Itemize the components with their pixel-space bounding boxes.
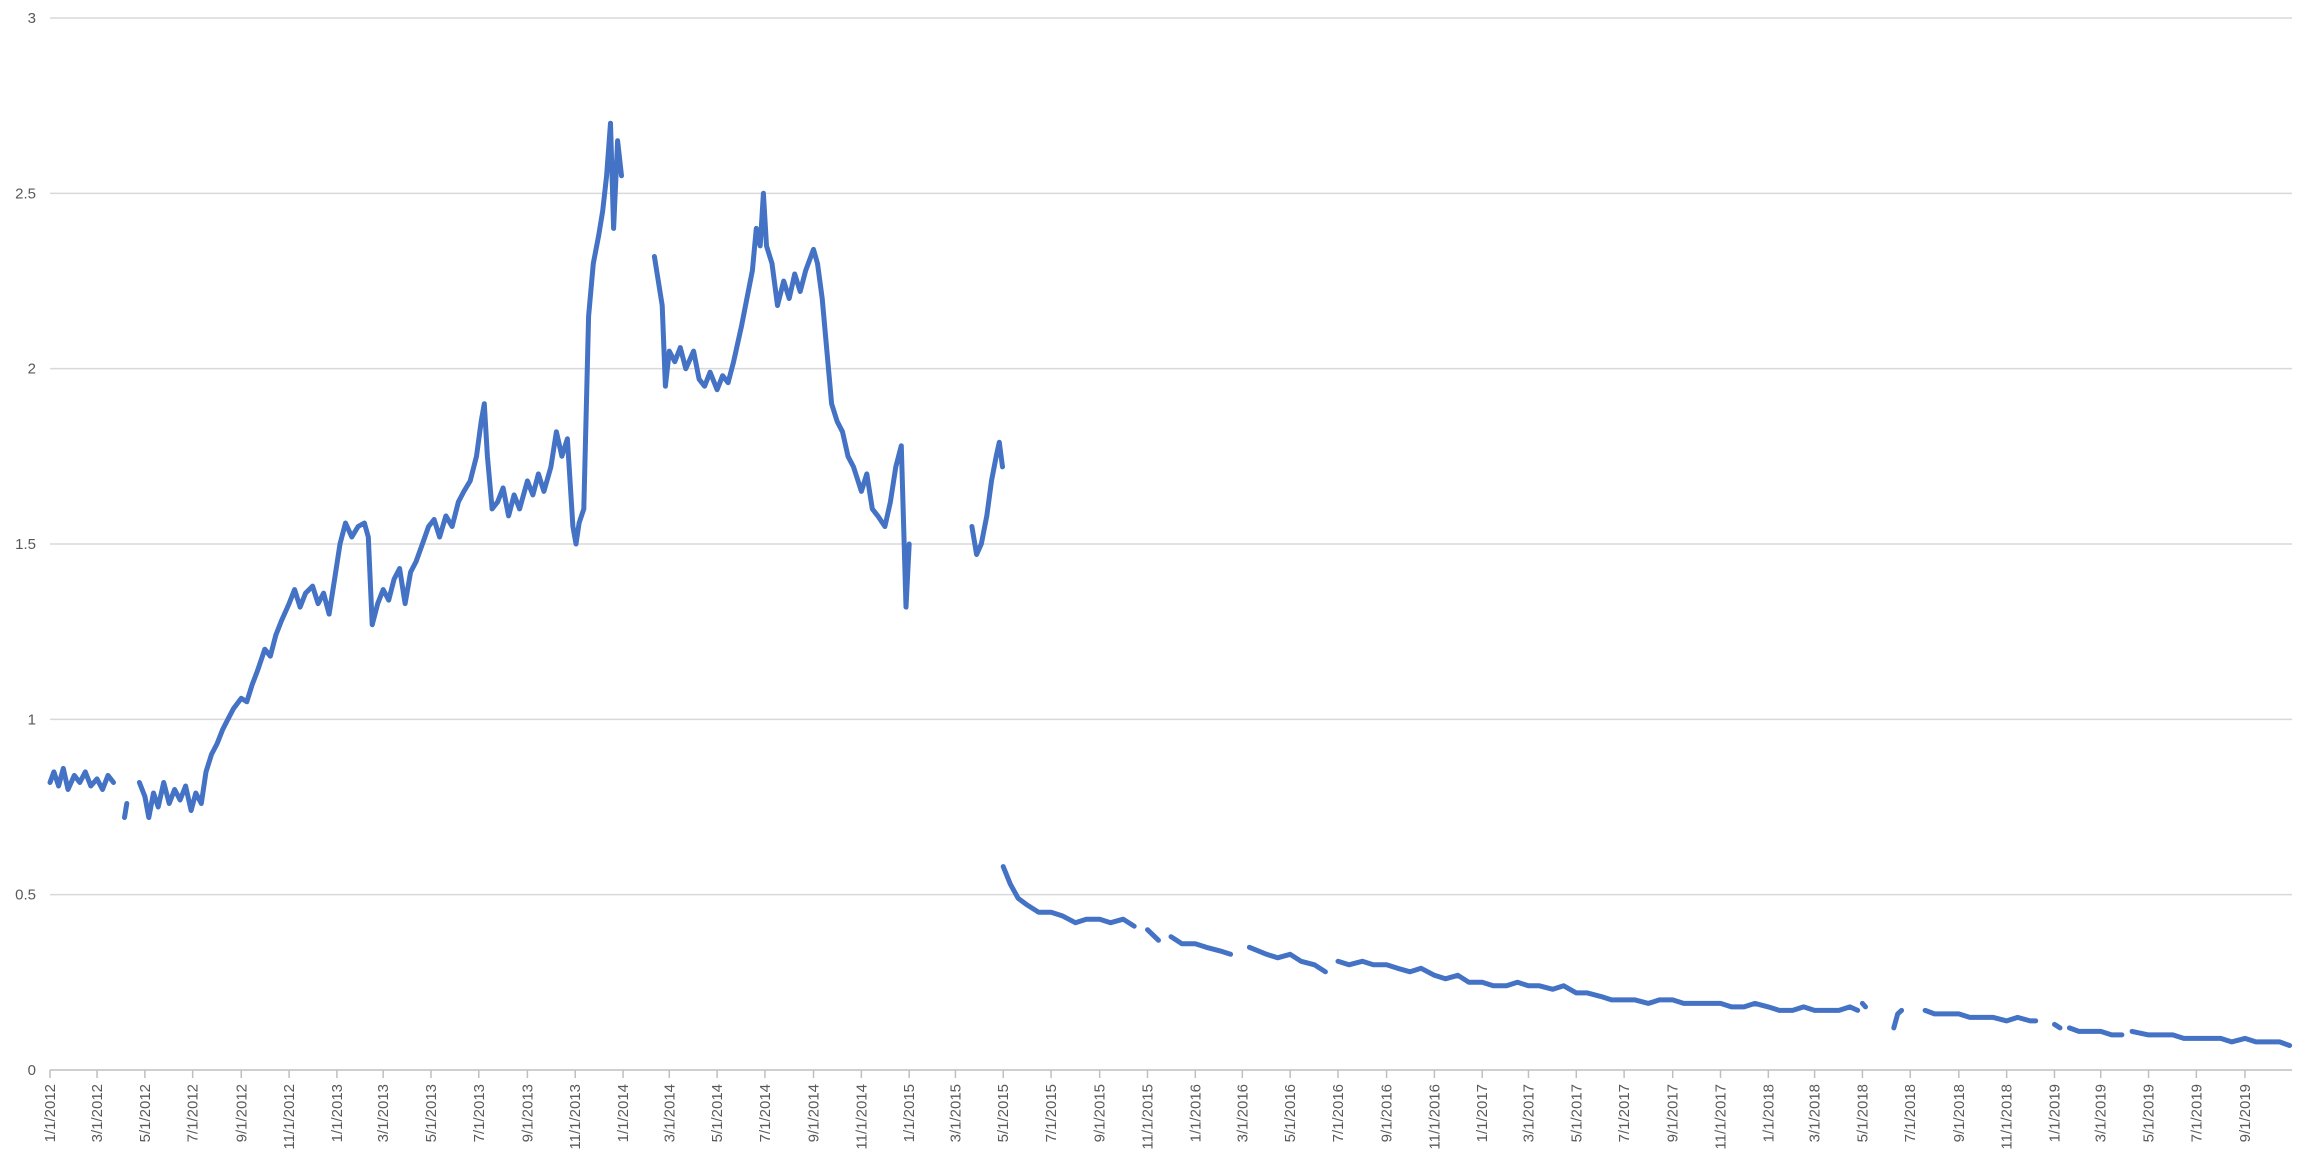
series-line-segment — [47, 765, 116, 792]
x-axis — [49, 1069, 2292, 1078]
x-tick-label: 9/1/2012 — [233, 1084, 250, 1142]
x-tick-label: 7/1/2012 — [185, 1084, 202, 1142]
x-tick-label: 7/1/2015 — [1043, 1084, 1060, 1142]
x-tick-label: 1/1/2014 — [615, 1084, 632, 1142]
x-tick-label: 3/1/2014 — [661, 1084, 678, 1142]
x-tick-label: 7/1/2017 — [1616, 1084, 1633, 1142]
x-tick-label: 11/1/2017 — [1713, 1084, 1730, 1150]
x-tick-label: 7/1/2018 — [1902, 1084, 1919, 1142]
series-line-segment — [136, 120, 624, 820]
x-tick-label: 11/1/2013 — [567, 1084, 584, 1150]
x-tick-label: 1/1/2016 — [1187, 1084, 1204, 1142]
x-tick-label: 1/1/2019 — [2046, 1084, 2063, 1142]
x-tick-label: 9/1/2013 — [519, 1084, 536, 1142]
x-tick-label: 1/1/2015 — [901, 1084, 918, 1142]
x-tick-label: 3/1/2018 — [1807, 1084, 1824, 1142]
series-line-segment — [1168, 934, 1234, 957]
gridlines — [50, 17, 2292, 896]
x-tick-label: 7/1/2019 — [2188, 1084, 2205, 1142]
x-tick-label: 3/1/2016 — [1234, 1084, 1251, 1142]
series-line-segment — [2129, 1028, 2293, 1048]
x-tick-label: 7/1/2014 — [757, 1084, 774, 1142]
series-line-segment — [1891, 1007, 1905, 1031]
x-tick-label: 5/1/2012 — [137, 1084, 154, 1142]
series-line-segment — [1145, 927, 1161, 943]
x-tick-label: 5/1/2015 — [995, 1084, 1012, 1142]
x-tick-label: 1/1/2017 — [1474, 1084, 1491, 1142]
y-axis-tick-labels: 0 0.5 1 1.5 2 2.5 3 — [15, 10, 36, 1079]
x-tick-label: 7/1/2013 — [471, 1084, 488, 1142]
series-line-segment — [122, 801, 130, 820]
series-layer — [47, 120, 2293, 1048]
x-tick-label: 3/1/2013 — [375, 1084, 392, 1142]
x-tick-label: 3/1/2017 — [1520, 1084, 1537, 1142]
x-tick-label: 11/1/2012 — [281, 1084, 298, 1150]
series-line-segment — [2052, 1021, 2063, 1031]
y-tick-label: 1.5 — [15, 536, 36, 553]
series-line-segment — [1922, 1007, 2039, 1024]
x-tick-label: 3/1/2019 — [2093, 1084, 2110, 1142]
x-tick-label: 5/1/2019 — [2141, 1084, 2158, 1142]
y-tick-label: 2.5 — [15, 185, 36, 202]
x-tick-label: 9/1/2019 — [2237, 1084, 2254, 1142]
series-line-segment — [1000, 864, 1137, 929]
x-tick-label: 9/1/2014 — [806, 1084, 823, 1142]
x-tick-label: 9/1/2018 — [1951, 1084, 1968, 1142]
x-tick-label: 3/1/2012 — [89, 1084, 106, 1142]
x-tick-label: 5/1/2016 — [1282, 1084, 1299, 1142]
y-tick-label: 3 — [28, 10, 36, 27]
x-tick-label: 1/1/2012 — [42, 1084, 59, 1142]
x-tick-label: 11/1/2016 — [1426, 1084, 1443, 1150]
y-tick-label: 2 — [28, 361, 36, 378]
series-line-segment — [969, 439, 1005, 557]
series-line-segment — [1335, 958, 1861, 1013]
x-axis-tick-labels: 1/1/2012 3/1/2012 5/1/2012 7/1/2012 9/1/2012… — [42, 1084, 2254, 1150]
series-line-segment — [2066, 1025, 2125, 1038]
x-tick-label: 3/1/2015 — [947, 1084, 964, 1142]
x-tick-label: 9/1/2015 — [1092, 1084, 1109, 1142]
x-tick-label: 7/1/2016 — [1330, 1084, 1347, 1142]
x-tick-label: 11/1/2015 — [1139, 1084, 1156, 1150]
x-tick-label: 5/1/2017 — [1568, 1084, 1585, 1142]
x-tick-label: 5/1/2014 — [709, 1084, 726, 1142]
x-tick-label: 9/1/2016 — [1379, 1084, 1396, 1142]
x-tick-label: 1/1/2013 — [329, 1084, 346, 1142]
series-line-segment — [1246, 944, 1328, 975]
x-tick-label: 5/1/2018 — [1854, 1084, 1871, 1142]
series-line-segment — [651, 190, 912, 610]
y-tick-label: 0.5 — [15, 887, 36, 904]
x-tick-label: 11/1/2014 — [853, 1084, 870, 1150]
y-tick-label: 1 — [28, 711, 36, 728]
series-line-segment — [1859, 1000, 1868, 1010]
x-tick-label: 5/1/2013 — [423, 1084, 440, 1142]
x-tick-label: 11/1/2018 — [1999, 1084, 2016, 1150]
y-tick-label: 0 — [28, 1062, 36, 1079]
x-tick-label: 1/1/2018 — [1760, 1084, 1777, 1142]
x-tick-label: 9/1/2017 — [1665, 1084, 1682, 1142]
